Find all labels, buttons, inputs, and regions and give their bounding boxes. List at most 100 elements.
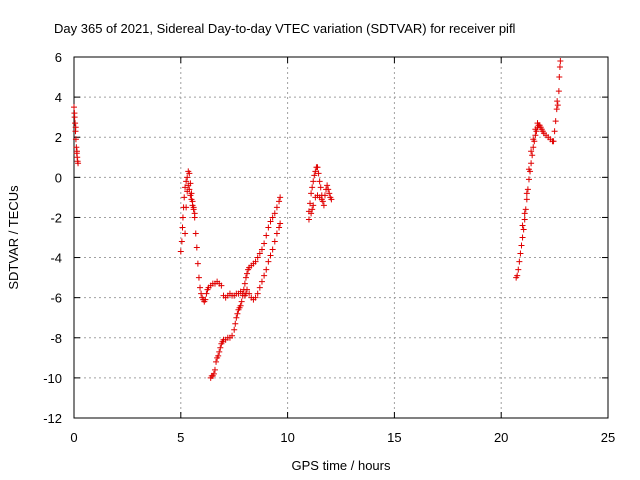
data-point — [328, 196, 335, 203]
data-point — [308, 210, 315, 217]
data-point — [183, 178, 190, 185]
data-point — [263, 232, 270, 239]
data-point — [254, 254, 261, 261]
data-point — [73, 144, 80, 151]
data-point — [528, 160, 535, 167]
data-points — [71, 58, 564, 381]
data-point — [178, 238, 185, 245]
y-tick-label: -8 — [50, 331, 62, 346]
data-point — [267, 218, 274, 225]
data-point — [267, 252, 274, 259]
data-point — [265, 258, 272, 265]
data-point — [72, 124, 79, 131]
x-tick-label: 10 — [280, 430, 294, 445]
data-point — [190, 206, 197, 213]
data-point — [555, 88, 562, 95]
axis-ticks: 0 5 10 15 20 25 -12 -10 -8 -6 -4 -2 0 2 4 6 — [43, 50, 615, 445]
y-tick-label: -4 — [50, 251, 62, 266]
data-point — [181, 194, 188, 201]
data-point — [256, 250, 263, 257]
data-point — [556, 74, 563, 81]
data-point — [265, 224, 272, 231]
data-point — [211, 366, 218, 373]
y-tick-label: 2 — [55, 130, 62, 145]
x-tick-label: 5 — [177, 430, 184, 445]
data-point — [202, 296, 209, 303]
y-tick-label: 6 — [55, 50, 62, 65]
data-point — [182, 184, 189, 191]
data-point — [189, 202, 196, 209]
data-point — [557, 58, 564, 65]
y-tick-label: -12 — [43, 411, 62, 426]
data-point — [242, 274, 249, 281]
data-point — [309, 206, 316, 213]
data-point — [237, 302, 244, 309]
data-point — [521, 216, 528, 223]
data-point — [263, 266, 270, 273]
data-point — [191, 210, 198, 217]
data-point — [233, 314, 240, 321]
data-point — [519, 222, 526, 229]
data-point — [314, 164, 321, 171]
data-point — [529, 152, 536, 159]
data-point — [551, 128, 558, 135]
data-point — [203, 290, 210, 297]
data-point — [276, 224, 283, 231]
data-point — [186, 170, 193, 177]
data-point — [254, 290, 261, 297]
data-point — [522, 206, 529, 213]
data-point — [523, 190, 530, 197]
y-tick-label: -10 — [43, 371, 62, 386]
data-point — [261, 272, 268, 279]
data-point — [273, 204, 280, 211]
grid — [74, 57, 608, 418]
data-point — [307, 200, 314, 207]
data-point — [231, 326, 238, 333]
data-point — [315, 170, 322, 177]
data-point — [229, 332, 236, 339]
data-point — [72, 136, 79, 143]
data-point — [217, 344, 224, 351]
y-tick-label: -6 — [50, 291, 62, 306]
y-axis-label: SDTVAR / TECUs — [6, 185, 21, 290]
data-point — [525, 176, 532, 183]
data-point — [550, 138, 557, 145]
data-point — [198, 290, 205, 297]
data-point — [261, 240, 268, 247]
data-point — [530, 136, 537, 143]
data-point — [183, 204, 190, 211]
data-point — [524, 186, 531, 193]
data-point — [515, 266, 522, 273]
data-point — [218, 282, 225, 289]
data-point — [184, 174, 191, 181]
data-point — [553, 106, 560, 113]
data-point — [179, 214, 186, 221]
data-point — [234, 310, 241, 317]
data-point — [532, 132, 539, 139]
data-point — [238, 298, 245, 305]
data-point — [271, 238, 278, 245]
data-point — [271, 210, 278, 217]
data-point — [318, 196, 325, 203]
data-point — [276, 198, 283, 205]
data-point — [179, 224, 186, 231]
data-point — [516, 258, 523, 265]
data-point — [552, 118, 559, 125]
data-point — [525, 166, 532, 173]
data-point — [324, 182, 331, 189]
data-point — [554, 98, 561, 105]
plot-frame — [73, 56, 609, 419]
data-point — [310, 202, 317, 209]
data-point — [269, 214, 276, 221]
data-point — [556, 64, 563, 71]
data-point — [269, 246, 276, 253]
data-point — [277, 194, 284, 201]
data-point — [73, 148, 80, 155]
data-point — [514, 272, 521, 279]
data-point — [258, 278, 265, 285]
y-tick-label: -2 — [50, 210, 62, 225]
data-point — [528, 148, 535, 155]
data-point — [192, 230, 199, 237]
data-point — [311, 172, 318, 179]
